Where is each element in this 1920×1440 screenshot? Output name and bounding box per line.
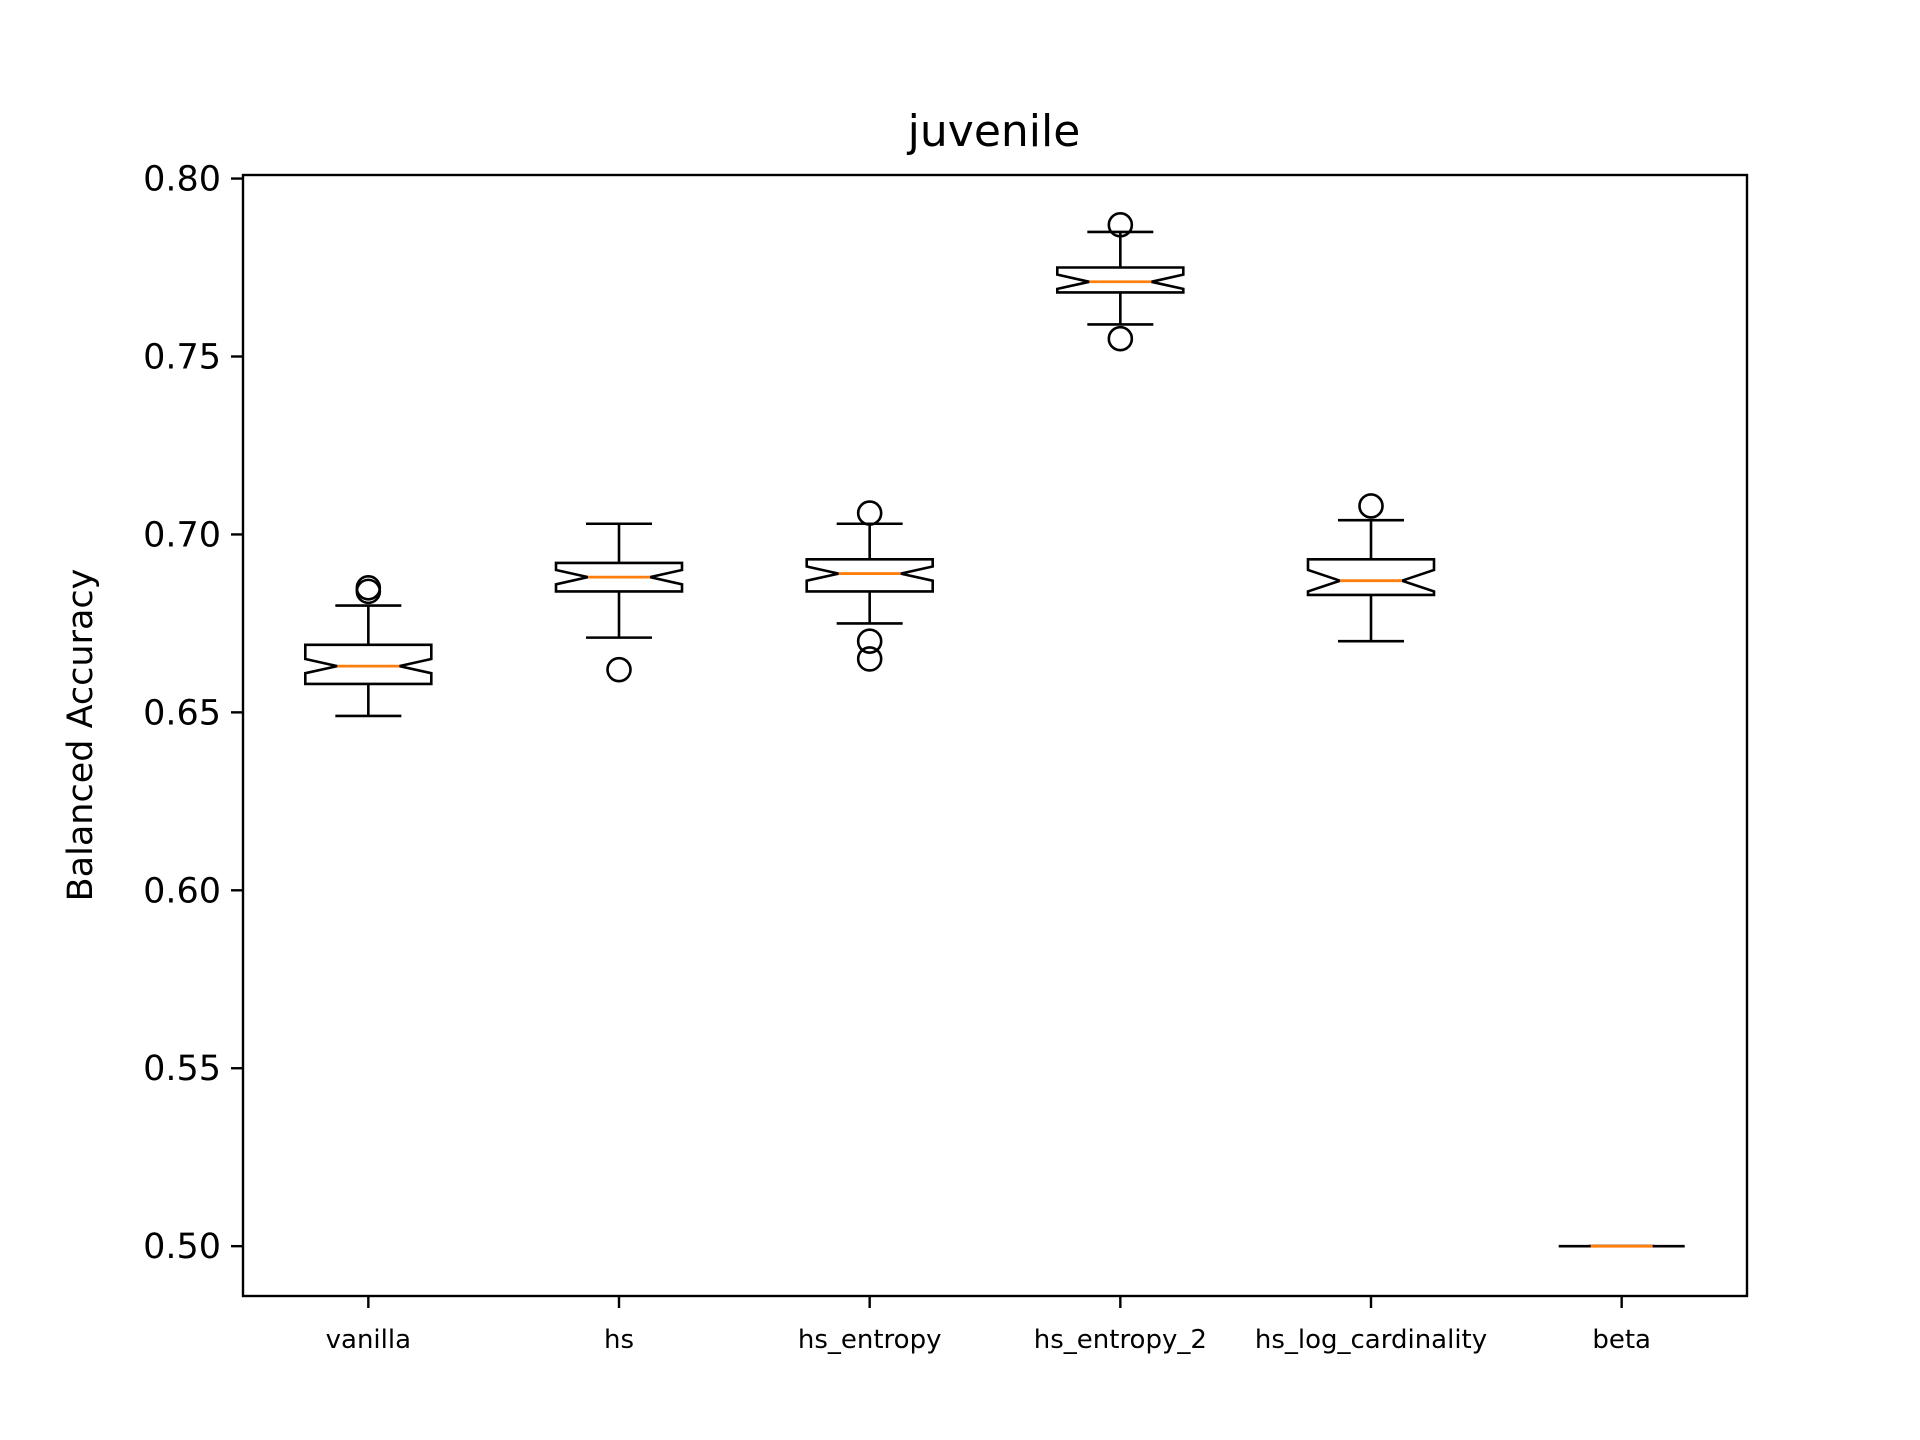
y-tick-label: 0.50 [143,1227,221,1267]
outlier-point [606,656,632,683]
outlier-point [1358,493,1384,519]
box-group-hs_entropy_2 [1056,212,1185,352]
y-axis-ticks: 0.50 0.55 0.60 0.65 0.70 0.75 0.80 [143,160,243,1267]
outlier-point [856,628,883,654]
box-body [303,643,433,686]
x-tick-label: hs_entropy [798,1325,942,1355]
plot-area-frame [241,173,1749,1298]
x-tick-label: beta [1592,1325,1651,1355]
box-group-vanilla [303,575,433,718]
y-tick-label: 0.70 [143,515,221,555]
x-axis-ticks: vanilla hs hs_entropy hs_entropy_2 hs_log_ca… [326,1296,1651,1355]
box-group-hs [554,522,684,683]
box-body [554,561,684,593]
y-axis-label: Balanced Accuracy [61,569,101,902]
outlier-point [856,500,883,526]
y-tick-label: 0.55 [143,1049,221,1089]
outlier-point [1107,325,1134,352]
x-tick-label: hs_entropy_2 [1034,1325,1207,1355]
y-tick-label: 0.60 [143,871,221,911]
chart-title: juvenile [907,106,1081,157]
box-series [303,212,1685,1248]
outlier-point [856,646,883,672]
y-tick-label: 0.80 [143,160,221,200]
box-body [1056,266,1185,294]
x-tick-label: hs [604,1325,634,1355]
box-group-hs_log_cardinality [1306,493,1436,643]
outlier-point [355,575,382,601]
y-tick-label: 0.75 [143,337,221,377]
box-group-hs_entropy [805,500,935,672]
x-tick-label: hs_log_cardinality [1255,1325,1487,1355]
x-tick-label: vanilla [326,1325,411,1355]
y-tick-label: 0.65 [143,693,221,733]
box-body [805,557,935,593]
box-body [1306,557,1436,597]
outlier-point [1107,212,1134,238]
